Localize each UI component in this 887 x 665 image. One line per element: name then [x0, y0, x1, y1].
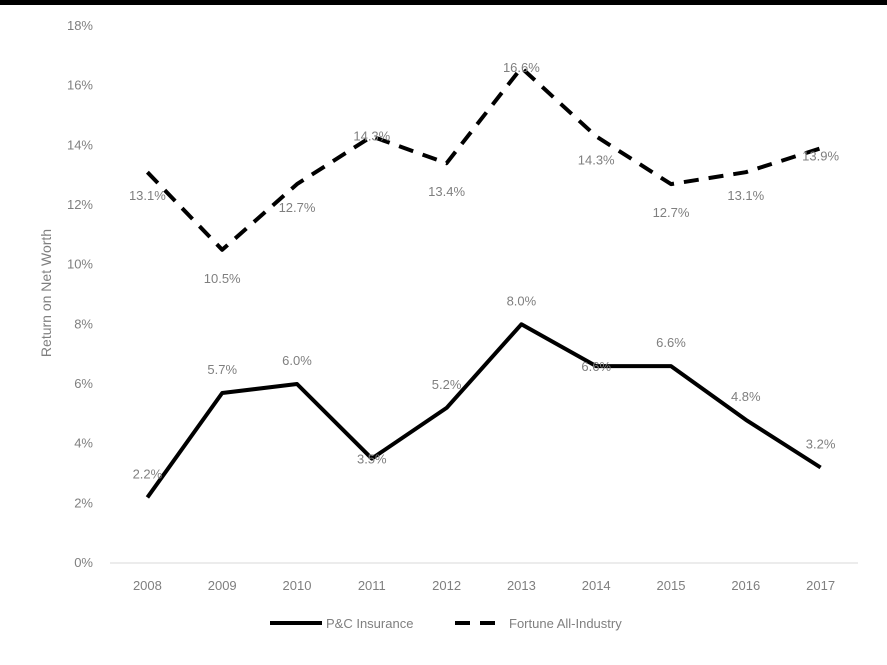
data-labels: 2.2% 5.7% 6.0% 3.5% 5.2% 8.0% 6.6% 6.6% 4.8% 3.2%… [129, 60, 840, 482]
y-tick-label: 8% [74, 316, 93, 331]
data-label: 13.9% [802, 148, 839, 163]
x-axis-ticks: 2008 2009 2010 2011 2012 2013 2014 2015 2016 2017 [133, 578, 835, 593]
data-label: 8.0% [507, 293, 537, 308]
x-tick-label: 2008 [133, 578, 162, 593]
y-tick-label: 16% [67, 78, 93, 93]
y-axis-title: Return on Net Worth [38, 229, 54, 357]
data-label: 12.7% [279, 200, 316, 215]
x-tick-label: 2010 [283, 578, 312, 593]
data-label: 14.3% [353, 128, 390, 143]
data-label: 13.1% [129, 188, 166, 203]
y-tick-label: 0% [74, 555, 93, 570]
y-tick-label: 18% [67, 18, 93, 33]
x-tick-label: 2017 [806, 578, 835, 593]
data-label: 4.8% [731, 389, 761, 404]
data-label: 6.6% [656, 335, 686, 350]
x-tick-label: 2011 [358, 578, 386, 593]
data-label: 2.2% [133, 466, 163, 481]
y-tick-label: 6% [74, 376, 93, 391]
legend: P&C Insurance Fortune All-Industry [270, 616, 622, 631]
data-label: 14.3% [578, 152, 615, 167]
data-label: 6.0% [282, 353, 312, 368]
data-label: 3.5% [357, 452, 387, 467]
x-tick-label: 2009 [208, 578, 237, 593]
data-label: 10.5% [204, 271, 241, 286]
data-label: 16.6% [503, 60, 540, 75]
y-tick-label: 4% [74, 436, 93, 451]
data-label: 13.1% [727, 188, 764, 203]
legend-label-pc-insurance: P&C Insurance [326, 616, 413, 631]
y-tick-label: 10% [67, 257, 93, 272]
data-label: 13.4% [428, 184, 465, 199]
y-axis-ticks: 0% 2% 4% 6% 8% 10% 12% 14% 16% 18% [67, 18, 93, 570]
series-line-pc-insurance [145, 322, 822, 499]
x-tick-label: 2014 [582, 578, 611, 593]
x-tick-label: 2015 [657, 578, 686, 593]
data-label: 6.6% [581, 359, 611, 374]
data-label: 3.2% [806, 437, 836, 452]
legend-label-fortune-all-industry: Fortune All-Industry [509, 616, 622, 631]
y-tick-label: 12% [67, 197, 93, 212]
top-border [0, 0, 887, 5]
series-layer [145, 65, 822, 499]
data-label: 5.7% [207, 362, 237, 377]
x-tick-label: 2012 [432, 578, 461, 593]
data-label: 5.2% [432, 377, 462, 392]
series-line-fortune-all-industry [145, 65, 822, 252]
x-tick-label: 2016 [731, 578, 760, 593]
x-tick-label: 2013 [507, 578, 536, 593]
y-tick-label: 14% [67, 137, 93, 152]
data-label: 12.7% [653, 205, 690, 220]
y-tick-label: 2% [74, 495, 93, 510]
